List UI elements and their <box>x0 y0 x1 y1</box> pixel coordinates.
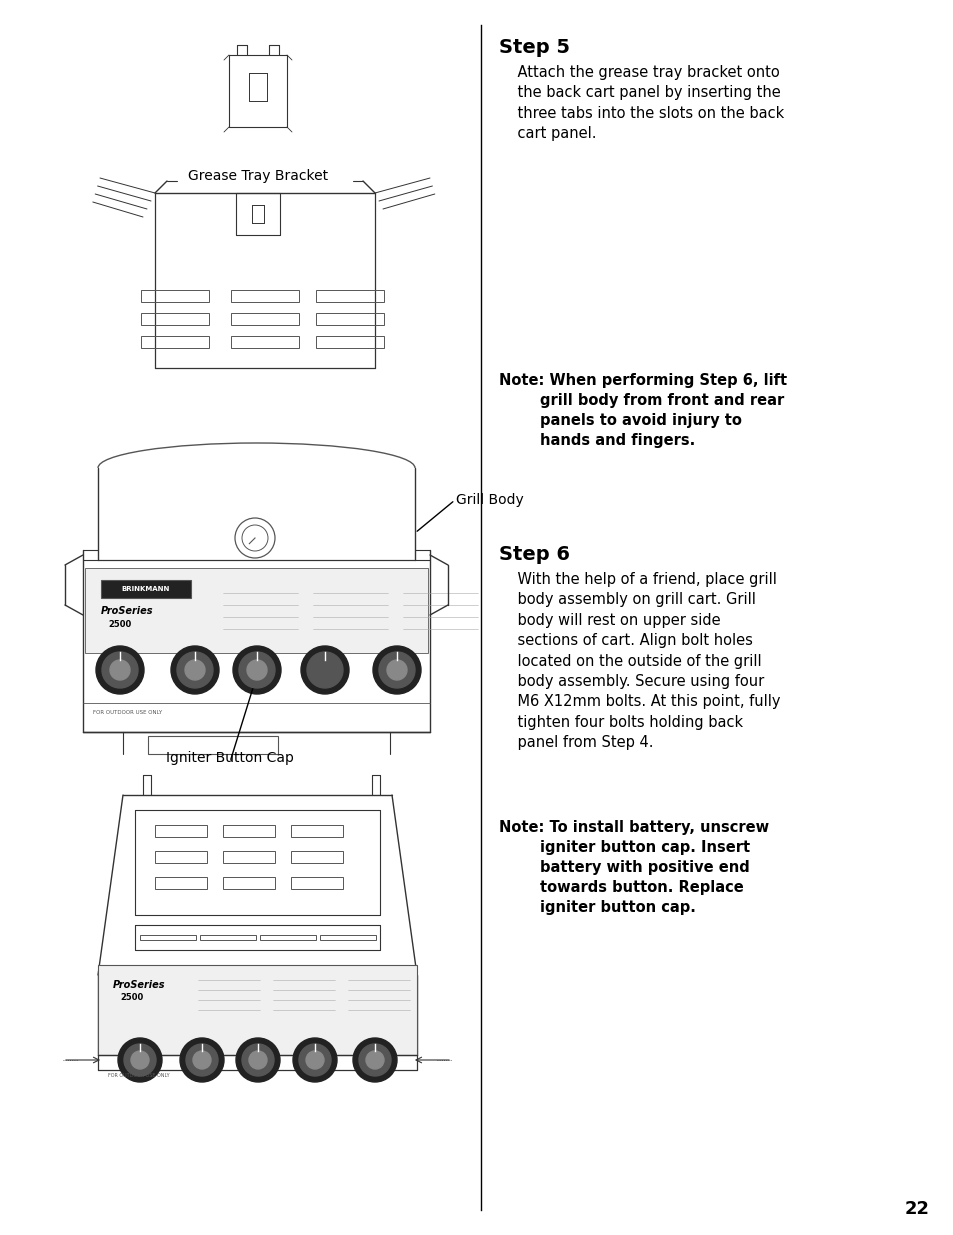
Circle shape <box>314 659 335 680</box>
Bar <box>141 336 209 348</box>
Bar <box>98 965 416 1055</box>
Circle shape <box>298 1044 331 1076</box>
Bar <box>154 851 207 863</box>
Bar <box>260 935 315 940</box>
Text: ProSeries: ProSeries <box>112 981 165 990</box>
Bar <box>291 825 343 837</box>
Circle shape <box>235 1037 280 1082</box>
Text: Igniter Button Cap: Igniter Button Cap <box>166 751 294 764</box>
Circle shape <box>193 1051 211 1070</box>
Bar <box>315 336 384 348</box>
Text: BRINKMANN: BRINKMANN <box>122 585 170 592</box>
Bar <box>315 290 384 303</box>
Bar <box>231 336 298 348</box>
Circle shape <box>180 1037 224 1082</box>
Circle shape <box>387 659 407 680</box>
Text: panels to avoid injury to: panels to avoid injury to <box>498 412 741 429</box>
Text: 2500: 2500 <box>120 993 143 1002</box>
Circle shape <box>247 659 267 680</box>
Bar <box>148 736 277 755</box>
Bar <box>291 851 343 863</box>
Text: Attach the grease tray bracket onto
    the back cart panel by inserting the
   : Attach the grease tray bracket onto the … <box>498 65 783 141</box>
Text: 22: 22 <box>904 1200 929 1218</box>
Text: ProSeries: ProSeries <box>101 606 153 616</box>
Text: Grease Tray Bracket: Grease Tray Bracket <box>188 169 328 183</box>
Text: Step 6: Step 6 <box>498 545 569 564</box>
Circle shape <box>102 652 138 688</box>
Text: With the help of a friend, place grill
    body assembly on grill cart. Grill
  : With the help of a friend, place grill b… <box>498 572 780 750</box>
Bar <box>223 851 274 863</box>
Text: Note: To install battery, unscrew: Note: To install battery, unscrew <box>498 820 768 835</box>
Text: igniter button cap.: igniter button cap. <box>498 900 695 915</box>
Circle shape <box>378 652 415 688</box>
Circle shape <box>358 1044 391 1076</box>
Circle shape <box>301 646 349 694</box>
Bar <box>154 877 207 889</box>
Text: FOR OUTDOOR USE ONLY: FOR OUTDOOR USE ONLY <box>108 1073 170 1078</box>
Text: Note: When performing Step 6, lift: Note: When performing Step 6, lift <box>498 373 786 388</box>
Bar <box>319 935 375 940</box>
Circle shape <box>307 652 343 688</box>
Bar <box>223 877 274 889</box>
Text: igniter button cap. Insert: igniter button cap. Insert <box>498 840 749 855</box>
Circle shape <box>239 652 274 688</box>
Text: FOR OUTDOOR USE ONLY: FOR OUTDOOR USE ONLY <box>92 710 162 715</box>
Bar <box>140 935 195 940</box>
Circle shape <box>249 1051 267 1070</box>
Text: battery with positive end: battery with positive end <box>498 860 749 876</box>
Circle shape <box>124 1044 156 1076</box>
Circle shape <box>353 1037 396 1082</box>
Circle shape <box>366 1051 384 1070</box>
Circle shape <box>233 646 281 694</box>
Text: towards button. Replace: towards button. Replace <box>498 881 743 895</box>
Text: Step 5: Step 5 <box>498 38 569 57</box>
Circle shape <box>118 1037 162 1082</box>
Bar <box>315 312 384 325</box>
Circle shape <box>293 1037 336 1082</box>
Bar <box>85 568 428 653</box>
Circle shape <box>373 646 420 694</box>
Bar <box>141 312 209 325</box>
Text: hands and fingers.: hands and fingers. <box>498 433 695 448</box>
Circle shape <box>186 1044 218 1076</box>
Circle shape <box>110 659 130 680</box>
Bar <box>223 825 274 837</box>
Circle shape <box>131 1051 149 1070</box>
Text: grill body from front and rear: grill body from front and rear <box>498 393 783 408</box>
Bar <box>141 290 209 303</box>
Bar <box>154 825 207 837</box>
Circle shape <box>96 646 144 694</box>
Text: Grill Body: Grill Body <box>456 493 523 508</box>
Bar <box>231 312 298 325</box>
Circle shape <box>306 1051 324 1070</box>
Bar <box>200 935 255 940</box>
Bar <box>291 877 343 889</box>
Bar <box>101 580 191 598</box>
Circle shape <box>171 646 219 694</box>
Bar <box>231 290 298 303</box>
Circle shape <box>177 652 213 688</box>
Circle shape <box>242 1044 274 1076</box>
Text: 2500: 2500 <box>108 620 132 629</box>
Circle shape <box>185 659 205 680</box>
